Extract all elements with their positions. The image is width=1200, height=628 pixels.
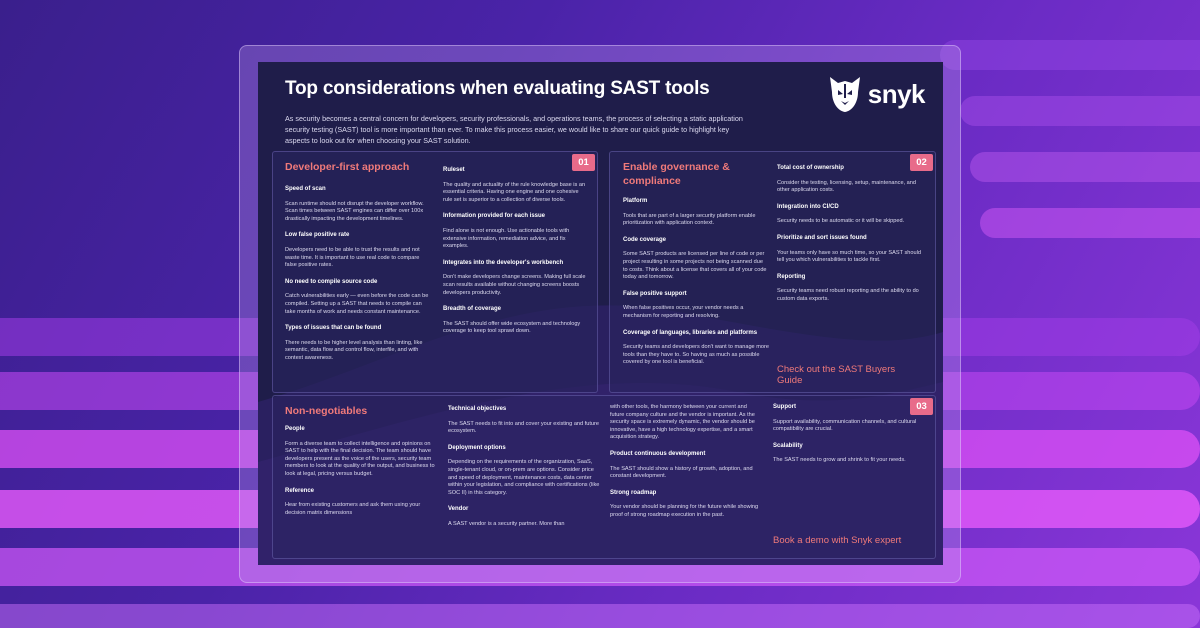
item-heading: Product continuous development (610, 450, 706, 457)
section-title: Enable governance & compliance (623, 161, 730, 187)
item-heading: Scalability (773, 442, 803, 449)
column: Ruleset The quality and actuality of the… (443, 167, 589, 345)
item-text: Don't make developers change screens. Ma… (443, 274, 586, 296)
item-heading: False positive support (623, 290, 687, 297)
column: Technical objectives The SAST needs to f… (448, 406, 600, 538)
item-text: Consider the testing, licensing, setup, … (777, 179, 916, 194)
item-heading: Types of issues that can be found (285, 325, 382, 332)
item-text: Your teams only have so much time, so yo… (777, 249, 921, 264)
page-title: Top considerations when evaluating SAST … (285, 78, 710, 99)
item-text: The SAST should offer wide ecosystem and… (443, 320, 581, 335)
item-heading: Information provided for each issue (443, 213, 546, 220)
bg-stripe (0, 604, 1200, 628)
section-number-badge: 03 (910, 398, 933, 415)
snyk-logo: snyk (827, 74, 926, 114)
column: with other tools, the harmony between yo… (610, 404, 760, 529)
infographic-document: Top considerations when evaluating SAST … (258, 62, 943, 565)
item-heading: Strong roadmap (610, 489, 657, 496)
item-text: The SAST should show a history of growth… (610, 465, 753, 480)
item-text: Developers need to be able to trust the … (285, 246, 420, 269)
item-text: The SAST needs to fit into and cover you… (448, 420, 600, 435)
item-text: Hear from existing customers and ask the… (285, 502, 421, 516)
bg-stripe-right (940, 40, 1200, 70)
intro-paragraph: As security becomes a central concern fo… (285, 114, 743, 145)
item-text: Security needs to be automatic or it wil… (777, 218, 905, 225)
column: Support Support availability, communicat… (773, 404, 923, 474)
item-text: Find alone is not enough. Use actionable… (443, 227, 570, 250)
book-demo-link[interactable]: Book a demo with Snyk expert (773, 535, 902, 546)
item-text: Form a diverse team to collect intellige… (285, 440, 435, 477)
item-text: There needs to be higher level analysis … (285, 339, 423, 361)
item-text: Scan runtime should not disrupt the deve… (285, 200, 424, 222)
item-text: Some SAST products are licensed per line… (623, 251, 767, 281)
item-heading: People (285, 426, 305, 432)
column: People Form a diverse team to collect in… (285, 426, 435, 526)
item-heading: Code coverage (623, 236, 667, 243)
bg-stripe-right (960, 96, 1200, 126)
item-heading: Integration into CI/CD (777, 203, 839, 210)
item-heading: Technical objectives (448, 406, 507, 412)
snyk-dog-icon (829, 77, 860, 112)
item-text: Catch vulnerabilities early — even befor… (285, 293, 429, 315)
item-text: Your vendor should be planning for the f… (610, 504, 759, 518)
section-title: Developer-first approach (285, 161, 410, 173)
item-text: Security teams and developers don't want… (623, 344, 769, 366)
column: Total cost of ownership Consider the tes… (777, 165, 925, 313)
column: Speed of scan Scan runtime should not di… (285, 186, 430, 372)
item-heading: Integrates into the developer's workbenc… (443, 259, 564, 266)
item-heading: Speed of scan (285, 186, 326, 192)
logo-text: snyk (867, 78, 926, 109)
section-governance: 02 Enable governance & compliance Platfo… (609, 151, 936, 393)
item-heading: Reporting (777, 273, 806, 280)
item-text: The SAST needs to grow and shrink to fit… (773, 457, 906, 464)
item-text: A SAST vendor is a security partner. Mor… (448, 520, 565, 527)
item-heading: No need to compile source code (285, 278, 378, 285)
item-heading: Breadth of coverage (443, 306, 502, 313)
section-number-badge: 01 (572, 154, 595, 171)
section-non-negotiables: 03 Non-negotiables People Form a diverse… (272, 395, 936, 559)
item-heading: Deployment options (448, 444, 506, 451)
item-text: Security teams need robust reporting and… (777, 288, 919, 302)
item-text: Tools that are part of a larger security… (623, 212, 756, 227)
section-developer-first: 01 Developer-first approach Speed of sca… (272, 151, 598, 393)
column: Platform Tools that are part of a larger… (623, 198, 769, 376)
item-heading: Ruleset (443, 167, 465, 173)
bg-stripe-right (970, 152, 1200, 182)
item-heading: Low false positive rate (285, 232, 350, 239)
buyers-guide-link[interactable]: Check out the SAST Buyers Guide (777, 364, 896, 386)
item-heading: Reference (285, 487, 315, 494)
item-heading: Total cost of ownership (777, 165, 844, 171)
item-heading: Coverage of languages, libraries and pla… (623, 329, 758, 336)
item-heading: Platform (623, 198, 648, 204)
section-title: Non-negotiables (285, 405, 368, 417)
section-number-badge: 02 (910, 154, 933, 171)
item-text: Depending on the requirements of the org… (448, 459, 600, 496)
item-text: with other tools, the harmony between yo… (610, 404, 755, 441)
item-text: Support availability, communication chan… (773, 418, 917, 433)
item-heading: Support (773, 404, 796, 410)
item-heading: Prioritize and sort issues found (777, 234, 867, 241)
item-heading: Vendor (448, 506, 469, 513)
bg-stripe-right (980, 208, 1200, 238)
item-text: When false positives occur, your vendor … (623, 305, 744, 319)
item-text: The quality and actuality of the rule kn… (443, 181, 586, 203)
